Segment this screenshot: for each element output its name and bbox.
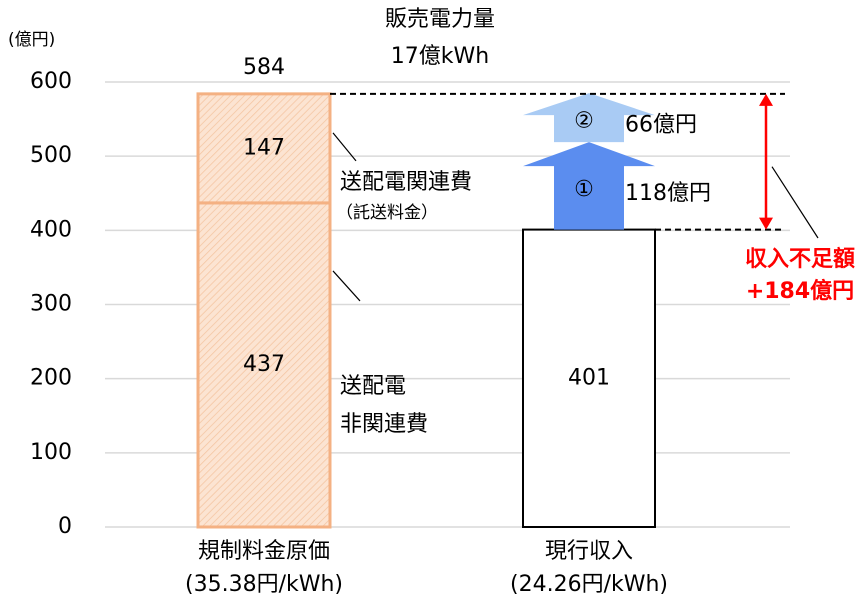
gap-label: +184億円 [746,278,854,304]
leader [332,132,357,162]
arrow-label: ② [574,109,594,134]
x-tick-note: (24.26円/kWh) [510,572,668,597]
y-tick-label: 100 [30,440,72,465]
value-label: 401 [568,365,610,390]
arrow [523,142,655,230]
value-label: 66億円 [625,113,697,138]
bar [196,201,332,529]
total-label: 584 [243,55,285,80]
value-label: 147 [243,135,285,160]
top-note: 販売電力量 [385,7,495,32]
series-label: 送配電関連費 [340,170,472,195]
y-tick-label: 600 [30,69,72,94]
value-label: 118億円 [625,181,711,206]
y-tick-label: 200 [30,366,72,391]
leader [332,270,361,302]
x-tick-note: (35.38円/kWh) [185,572,343,597]
y-tick-label: 400 [30,217,72,242]
x-tick-label: 規制料金原価 [198,539,330,564]
series-label: 送配電 [340,374,406,399]
bar [522,228,656,528]
y-tick-label: 300 [30,292,72,317]
y-tick-label: 0 [58,514,72,539]
series-label: （託送料金） [336,203,438,223]
arrow-head [759,217,773,230]
series-label: 非関連費 [340,412,428,437]
gap-label: 収入不足額 [745,246,855,272]
unit-label: (億円) [8,30,55,50]
top-note: 17億kWh [391,44,489,69]
arrow [523,93,655,143]
arrow-head [759,93,773,106]
value-label: 437 [243,352,285,377]
arrow-label: ① [574,177,594,202]
x-tick-label: 現行収入 [545,539,633,564]
y-tick-label: 500 [30,143,72,168]
leader [771,166,819,239]
bar [196,92,332,205]
